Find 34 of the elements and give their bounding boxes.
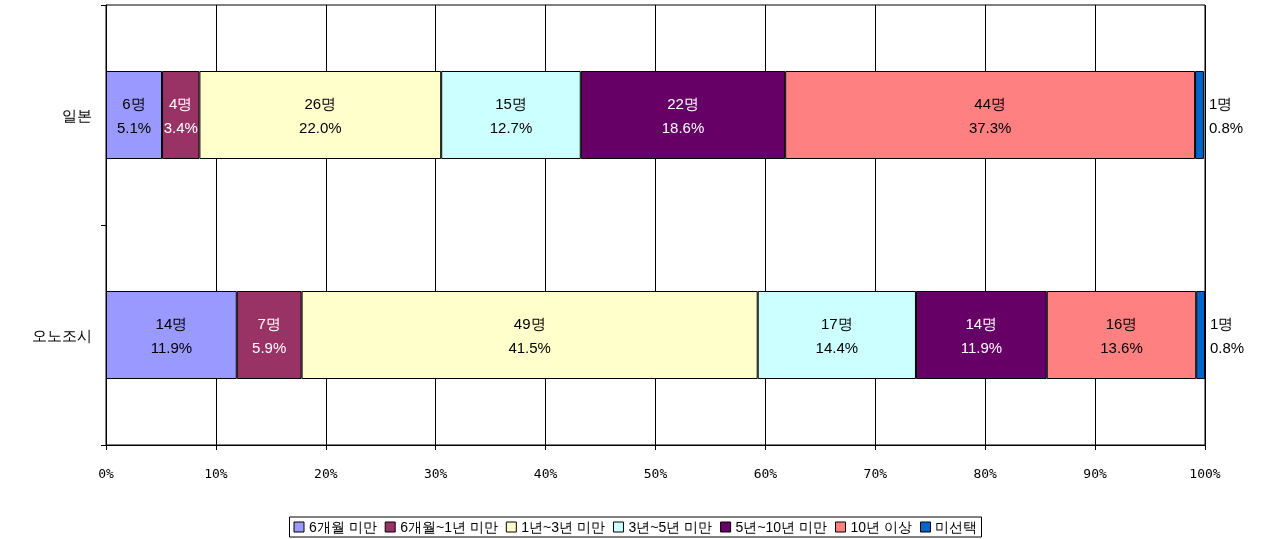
- x-tick-label: 40%: [533, 466, 558, 481]
- legend-label: 6개월~1년 미만: [400, 519, 498, 535]
- legend-label: 6개월 미만: [309, 519, 377, 535]
- x-tick-label: 50%: [643, 466, 668, 481]
- x-tick-label: 80%: [973, 466, 998, 481]
- data-label: 16명 13.6%: [1100, 314, 1143, 356]
- data-label: 49명 41.5%: [508, 314, 551, 356]
- data-label: 1명 0.8%: [1210, 314, 1245, 356]
- y-tick-label: 일본: [62, 106, 92, 124]
- legend-label: 3년~5년 미만: [628, 519, 713, 535]
- x-tick-label: 30%: [423, 466, 448, 481]
- x-tick-label: 10%: [204, 466, 228, 481]
- data-label: 4명 3.4%: [163, 94, 198, 136]
- x-tick-label: 20%: [314, 466, 338, 481]
- x-tick-label: 90%: [1083, 466, 1108, 481]
- data-label: 1명 0.8%: [1208, 94, 1244, 136]
- legend-label: 5년~10년 미만: [735, 519, 828, 535]
- data-label: 44명 37.3%: [968, 94, 1012, 136]
- x-tick-label: 100%: [1189, 466, 1221, 481]
- legend-label: 10년 이상: [850, 519, 912, 535]
- data-label: 17명 14.4%: [815, 314, 859, 356]
- x-tick-label: 60%: [753, 466, 778, 481]
- data-label: 14명 11.9%: [150, 314, 193, 356]
- data-label: 15명 12.7%: [489, 94, 533, 136]
- x-tick-label: 70%: [863, 466, 888, 481]
- legend-label: 미선택: [935, 519, 978, 535]
- y-tick-label: 오노조시: [32, 326, 92, 344]
- data-label: 26명 22.0%: [299, 94, 342, 136]
- legend-label: 1년~3년 미만: [521, 519, 605, 535]
- data-label: 7명 5.9%: [252, 314, 287, 356]
- data-label: 6명 5.1%: [116, 94, 152, 136]
- data-label: 14명 11.9%: [960, 314, 1003, 356]
- x-tick-label: 0%: [98, 466, 114, 481]
- data-label: 22명 18.6%: [661, 94, 705, 136]
